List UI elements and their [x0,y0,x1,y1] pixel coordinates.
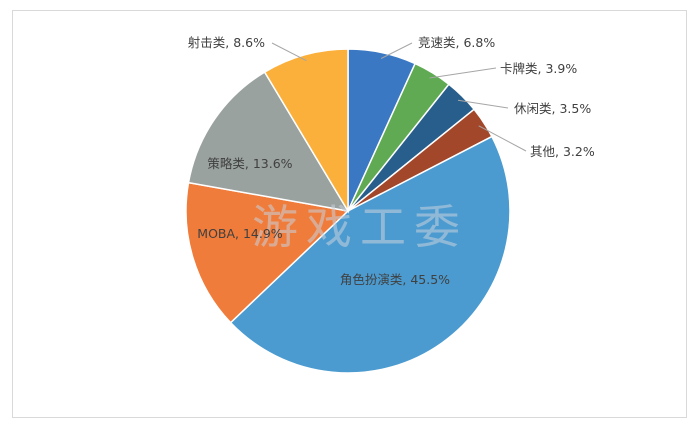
data-label-5: MOBA, 14.9% [197,226,283,241]
leader-lines [271,42,527,152]
data-label-4: 角色扮演类, 45.5% [340,272,450,287]
watermark-text: 游戏工委 [252,200,468,254]
leader-line-7 [271,42,307,62]
leader-line-2 [457,99,509,109]
leader-line-3 [478,125,527,152]
pie-slice-7 [263,48,349,214]
data-label-7: 射击类, 8.6% [188,35,265,50]
data-label-3: 其他, 3.2% [530,144,595,159]
pie-slice-5 [185,181,350,324]
leader-line-0 [380,42,413,59]
data-label-0: 竞速类, 6.8% [418,35,495,50]
data-label-6: 策略类, 13.6% [207,156,292,171]
pie-slice-6 [187,71,350,213]
data-labels: 竞速类, 6.8% 卡牌类, 3.9% 休闲类, 3.5% 其他, 3.2% 角色扮演类… [188,35,595,287]
data-label-1: 卡牌类, 3.9% [500,61,577,76]
data-label-2: 休闲类, 3.5% [514,101,591,116]
pie-slice-4 [229,135,511,374]
pie-slices [185,48,511,374]
leader-line-1 [429,67,497,79]
